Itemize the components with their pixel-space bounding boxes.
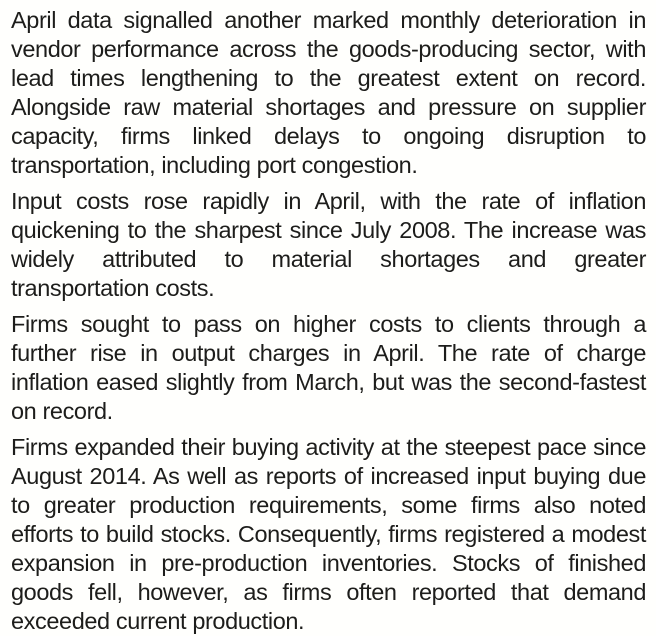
paragraph-buying-activity: Firms expanded their buying activity at … <box>11 434 646 634</box>
paragraph-input-costs: Input costs rose rapidly in April, with … <box>11 188 646 301</box>
paragraph-output-charges: Firms sought to pass on higher costs to … <box>11 311 646 424</box>
report-text: April data signalled another marked mont… <box>11 7 646 634</box>
paragraph-vendor-performance: April data signalled another marked mont… <box>11 7 646 178</box>
